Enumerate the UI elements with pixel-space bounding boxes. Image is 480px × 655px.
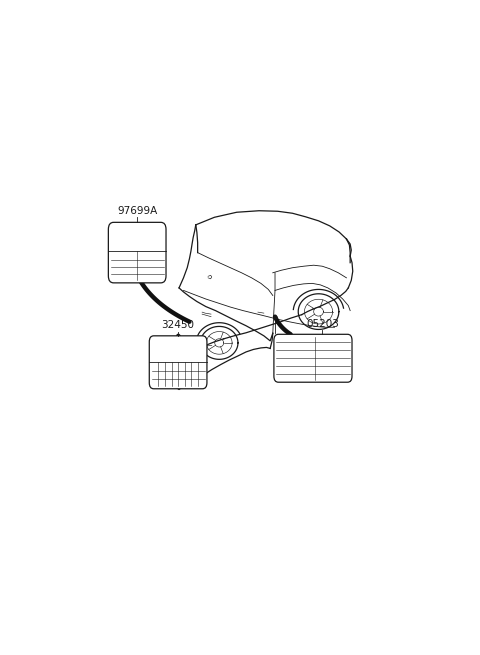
FancyBboxPatch shape <box>108 222 166 283</box>
Text: 05203: 05203 <box>306 319 339 329</box>
FancyBboxPatch shape <box>149 336 207 389</box>
FancyBboxPatch shape <box>274 334 352 383</box>
Text: 32450: 32450 <box>162 320 194 330</box>
Text: 97699A: 97699A <box>117 206 157 215</box>
